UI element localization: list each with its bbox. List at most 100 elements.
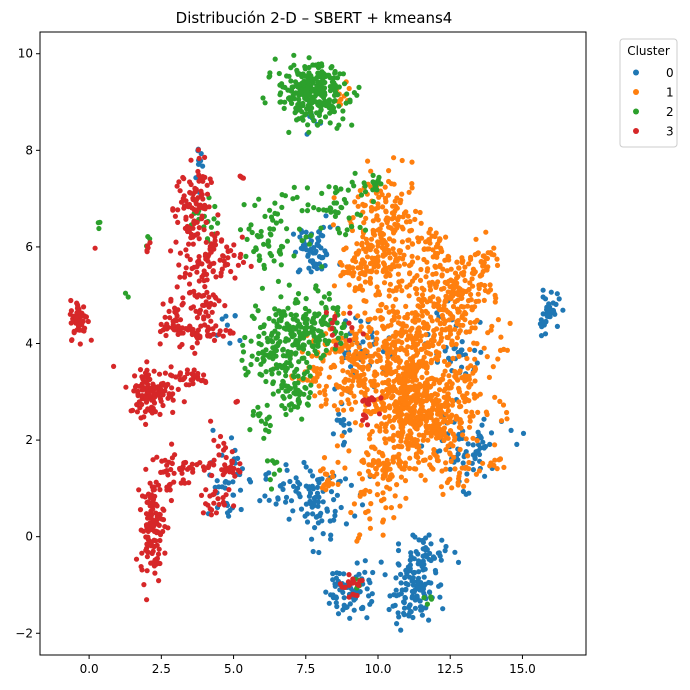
data-point	[248, 361, 254, 368]
data-point	[401, 612, 407, 618]
data-point	[202, 206, 208, 212]
data-point	[284, 238, 290, 244]
data-point	[441, 344, 447, 350]
data-point	[455, 451, 461, 457]
data-point	[314, 110, 320, 116]
data-point	[442, 386, 448, 392]
data-point	[235, 262, 241, 268]
data-point	[398, 333, 404, 339]
data-point	[359, 366, 366, 372]
data-point	[318, 225, 324, 231]
data-point	[162, 324, 168, 330]
data-point	[364, 422, 371, 428]
data-point	[431, 332, 437, 338]
data-point	[419, 537, 425, 544]
data-point	[307, 468, 313, 474]
data-point	[455, 377, 461, 383]
data-point	[209, 241, 215, 247]
legend-label-3: 3	[666, 125, 674, 139]
data-point	[447, 414, 453, 420]
data-point	[341, 310, 347, 316]
data-point	[392, 252, 398, 258]
data-point	[152, 493, 158, 499]
data-point	[403, 384, 409, 390]
data-point	[437, 553, 443, 559]
data-point	[279, 81, 285, 87]
data-point	[278, 218, 284, 224]
data-point	[143, 547, 149, 553]
data-point	[160, 301, 166, 307]
data-point	[359, 287, 366, 293]
legend-marker-1	[633, 89, 639, 95]
data-point	[423, 360, 429, 366]
data-point	[176, 262, 182, 268]
data-point	[360, 605, 366, 612]
data-point	[296, 491, 302, 497]
legend-frame	[619, 38, 678, 148]
data-point	[141, 414, 147, 420]
data-point	[409, 344, 415, 350]
data-point	[157, 385, 163, 391]
data-point	[332, 508, 338, 514]
data-point	[368, 168, 374, 174]
data-point	[356, 471, 363, 477]
data-point	[402, 314, 408, 321]
data-point	[150, 517, 156, 523]
data-point	[77, 341, 83, 347]
data-point	[272, 56, 278, 62]
data-point	[406, 604, 412, 611]
data-point	[449, 342, 455, 348]
data-point	[279, 365, 285, 371]
data-point	[78, 313, 84, 319]
data-point	[462, 277, 468, 284]
data-point	[419, 292, 426, 298]
data-point	[353, 369, 359, 375]
data-point	[204, 271, 210, 277]
data-point	[230, 492, 236, 498]
data-point	[270, 356, 276, 362]
data-point	[311, 94, 317, 100]
data-point	[419, 414, 425, 420]
data-point	[386, 236, 393, 242]
data-point	[430, 294, 436, 300]
data-point	[369, 255, 375, 261]
data-point	[313, 285, 319, 291]
data-point	[149, 500, 155, 506]
data-point	[138, 564, 144, 570]
data-point	[412, 569, 418, 576]
data-point	[191, 219, 197, 225]
data-point	[387, 405, 393, 411]
data-point	[419, 612, 425, 618]
data-point	[494, 256, 500, 262]
data-point	[399, 157, 405, 164]
data-point	[418, 559, 424, 565]
data-point	[355, 355, 361, 361]
data-point	[407, 228, 413, 234]
data-point	[212, 234, 218, 240]
data-point	[262, 213, 268, 219]
data-point	[290, 316, 296, 322]
data-point	[175, 207, 181, 213]
data-point	[251, 315, 257, 321]
data-point	[223, 327, 229, 333]
data-point	[68, 320, 74, 326]
data-point	[421, 319, 427, 326]
data-point	[295, 323, 301, 329]
data-point	[174, 183, 180, 189]
data-point	[430, 271, 436, 277]
data-point	[281, 395, 287, 401]
data-point	[456, 473, 462, 479]
data-point	[352, 513, 358, 519]
data-point	[390, 459, 396, 465]
data-point	[294, 67, 300, 73]
data-point	[287, 478, 293, 485]
data-point	[367, 280, 374, 286]
data-point	[540, 287, 546, 293]
data-point	[456, 353, 462, 359]
data-point	[290, 196, 296, 202]
data-point	[219, 266, 225, 272]
data-point	[263, 421, 269, 427]
data-point	[224, 322, 230, 328]
data-point	[137, 507, 144, 513]
data-point	[219, 316, 225, 322]
